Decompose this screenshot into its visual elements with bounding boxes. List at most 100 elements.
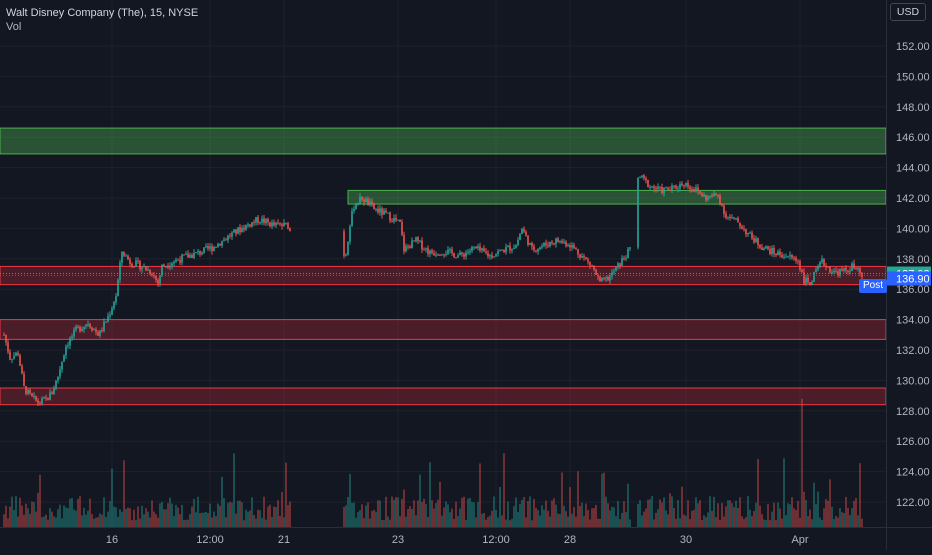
candle-body bbox=[203, 247, 205, 253]
candle-body bbox=[797, 260, 799, 262]
zone-red bbox=[0, 319, 887, 340]
volume-bar bbox=[253, 514, 255, 527]
candle-body bbox=[603, 278, 605, 280]
candle-body bbox=[523, 228, 525, 232]
volume-bar bbox=[411, 508, 413, 527]
volume-bar bbox=[721, 502, 723, 527]
candle-body bbox=[129, 259, 131, 265]
volume-bar bbox=[233, 453, 235, 527]
candle-body bbox=[753, 238, 755, 243]
candle-body bbox=[141, 267, 143, 270]
zone-green bbox=[347, 189, 887, 205]
volume-bar bbox=[667, 514, 669, 527]
candle-body bbox=[37, 400, 39, 404]
candle-body bbox=[259, 222, 261, 224]
candle-body bbox=[623, 258, 625, 260]
volume-bar bbox=[429, 462, 431, 527]
candle-body bbox=[811, 282, 813, 286]
candle-body bbox=[213, 247, 215, 251]
volume-bar bbox=[683, 514, 685, 527]
volume-bar bbox=[733, 507, 735, 527]
volume-bar bbox=[201, 512, 203, 527]
volume-bar bbox=[499, 486, 501, 527]
volume-bar bbox=[125, 509, 127, 527]
candle-body bbox=[855, 268, 857, 270]
candle-body bbox=[569, 245, 571, 248]
volume-bar bbox=[81, 515, 83, 527]
volume-bar bbox=[265, 519, 267, 527]
candle-body bbox=[167, 265, 169, 268]
volume-bar bbox=[67, 508, 69, 527]
volume-bar bbox=[731, 503, 733, 527]
currency-selector[interactable]: USD bbox=[890, 3, 926, 21]
volume-bar bbox=[737, 507, 739, 527]
volume-bar bbox=[641, 515, 643, 527]
volume-bar bbox=[199, 513, 201, 527]
candle-body bbox=[655, 188, 657, 190]
candle-body bbox=[519, 234, 521, 240]
candle-body bbox=[411, 240, 413, 249]
volume-bar bbox=[267, 506, 269, 527]
volume-bar bbox=[29, 513, 31, 527]
volume-bar bbox=[181, 504, 183, 527]
volume-bar bbox=[775, 520, 777, 527]
candle-body bbox=[465, 252, 467, 257]
volume-bar bbox=[155, 514, 157, 527]
volume-bar bbox=[655, 512, 657, 527]
volume-bar bbox=[63, 505, 65, 527]
volume-bar bbox=[483, 512, 485, 527]
candle-body bbox=[739, 222, 741, 227]
volume-bar bbox=[513, 506, 515, 527]
volume-bar bbox=[523, 496, 525, 527]
candle-body bbox=[833, 270, 835, 272]
candle-body bbox=[349, 226, 351, 242]
volume-bar bbox=[585, 503, 587, 527]
candle-body bbox=[537, 249, 539, 252]
volume-bar bbox=[851, 508, 853, 527]
candle-body bbox=[769, 248, 771, 255]
y-tick-label: 146.00 bbox=[896, 132, 930, 144]
candle-body bbox=[771, 247, 773, 255]
candle-body bbox=[81, 329, 83, 332]
candle-body bbox=[199, 251, 201, 255]
volume-bar bbox=[349, 473, 351, 527]
candle-body bbox=[453, 253, 455, 258]
candle-body bbox=[45, 397, 47, 399]
candle-body bbox=[165, 265, 167, 267]
y-tick-label: 138.00 bbox=[896, 254, 930, 266]
volume-bar bbox=[665, 510, 667, 527]
candle-body bbox=[263, 218, 265, 224]
volume-bar bbox=[681, 486, 683, 527]
volume-bar bbox=[765, 520, 767, 527]
candle-body bbox=[189, 254, 191, 258]
candle-body bbox=[17, 352, 19, 356]
volume-bar bbox=[533, 498, 535, 527]
candle-body bbox=[593, 266, 595, 270]
candle-body bbox=[71, 336, 73, 339]
candle-body bbox=[629, 247, 631, 249]
volume-bar bbox=[801, 398, 803, 527]
volume-bar bbox=[555, 504, 557, 527]
volume-bar bbox=[129, 508, 131, 527]
volume-bar bbox=[59, 504, 61, 527]
candle-body bbox=[553, 243, 555, 245]
candle-body bbox=[205, 246, 207, 248]
candle-body bbox=[733, 217, 735, 219]
volume-bar bbox=[221, 476, 223, 527]
candle-body bbox=[475, 246, 477, 249]
volume-bar bbox=[527, 501, 529, 527]
candle-body bbox=[645, 178, 647, 180]
volume-bar bbox=[423, 498, 425, 527]
candle-body bbox=[77, 326, 79, 328]
volume-bar bbox=[143, 514, 145, 527]
candle-body bbox=[681, 183, 683, 186]
volume-bar bbox=[799, 517, 801, 527]
volume-bar bbox=[15, 496, 17, 527]
candle-body bbox=[799, 261, 801, 270]
volume-bar bbox=[131, 520, 133, 527]
candle-body bbox=[653, 186, 655, 189]
volume-bar bbox=[355, 517, 357, 527]
volume-bar bbox=[519, 504, 521, 527]
